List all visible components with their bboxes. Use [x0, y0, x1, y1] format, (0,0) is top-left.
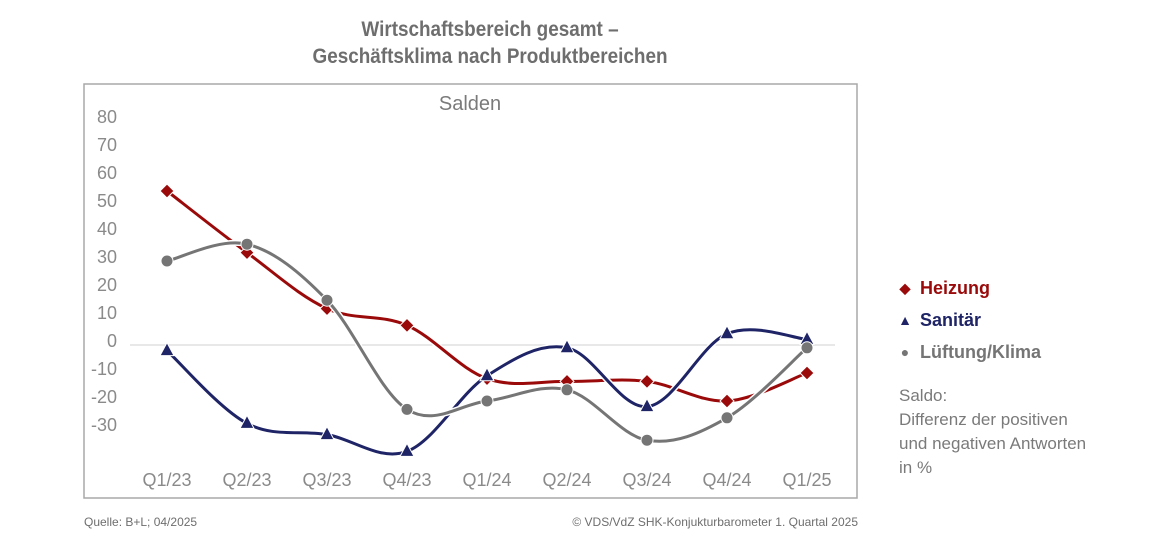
- data-point-sanit-r: [159, 341, 175, 357]
- saldo-note: Saldo: Differenz der positiven und negat…: [899, 384, 1086, 480]
- chart-title: Wirtschaftsbereich gesamt – Geschäftskli…: [211, 16, 769, 70]
- series-halo: [164, 326, 808, 457]
- note-line-1: Saldo:: [899, 386, 948, 405]
- data-point-sanit-r: [399, 442, 415, 457]
- y-tick-label: 50: [97, 191, 117, 211]
- legend-item-sanit-r: ▲ Sanitär: [896, 304, 1041, 336]
- copyright-note: © VDS/VdZ SHK-Konjukturbarometer 1. Quar…: [572, 515, 858, 529]
- legend-marker-icon: ▲: [898, 312, 912, 328]
- x-axis-ticks: Q1/23 Q2/23 Q3/23 Q4/23 Q1/24 Q2/24 Q3/24 Q4/24…: [142, 470, 831, 490]
- legend-label: Sanitär: [920, 310, 982, 330]
- y-tick-label: -30: [91, 415, 117, 435]
- y-tick-label: -10: [91, 359, 117, 379]
- plot-frame: [83, 83, 858, 499]
- legend-label: Heizung: [920, 278, 990, 298]
- data-point-sanit-r: [239, 414, 255, 429]
- x-tick-label: Q2/23: [222, 470, 271, 490]
- data-point-sanit-r: [319, 425, 335, 441]
- source-note: Quelle: B+L; 04/2025: [84, 515, 198, 529]
- x-tick-label: Q4/23: [382, 470, 431, 490]
- legend-item-heizung: ◆ Heizung: [896, 272, 1041, 304]
- data-point-l-ftung-klima: [240, 237, 254, 251]
- y-tick-label: 60: [97, 163, 117, 183]
- y-tick-label: 30: [97, 247, 117, 267]
- y-tick-label: 80: [97, 107, 117, 127]
- data-point-heizung: [719, 393, 735, 409]
- y-tick-label: 70: [97, 135, 117, 155]
- plot-subtitle: Salden: [439, 93, 501, 115]
- data-point-l-ftung-klima: [800, 341, 814, 355]
- chart-title-line-2: Geschäftsklima nach Produktbereichen: [312, 45, 668, 68]
- x-tick-label: Q1/23: [142, 470, 191, 490]
- x-tick-label: Q3/23: [302, 470, 351, 490]
- data-point-sanit-r: [719, 324, 735, 340]
- data-point-sanit-r: [559, 338, 575, 354]
- x-tick-label: Q1/25: [782, 470, 831, 490]
- data-point-heizung: [159, 183, 175, 199]
- note-line-3: und negativen Antworten: [899, 434, 1087, 453]
- series-group: [159, 183, 815, 457]
- chart-title-line-1: Wirtschaftsbereich gesamt –: [361, 18, 619, 41]
- data-point-l-ftung-klima: [720, 411, 734, 425]
- y-tick-label: -20: [91, 387, 117, 407]
- y-tick-label: 10: [97, 303, 117, 323]
- data-point-l-ftung-klima: [640, 433, 654, 447]
- y-axis-ticks: 80 70 60 50 40 30 20 10 0 -10 -20 -30: [91, 107, 117, 435]
- note-line-2: Differenz der positiven: [899, 410, 1068, 429]
- legend-item-l-ftung-klima: ● Lüftung/Klima: [896, 336, 1041, 368]
- data-point-heizung: [399, 317, 415, 334]
- x-tick-label: Q4/24: [702, 470, 751, 490]
- x-tick-label: Q3/24: [622, 470, 671, 490]
- data-point-heizung: [799, 365, 815, 381]
- data-point-l-ftung-klima: [560, 383, 574, 397]
- legend-marker-icon: ◆: [899, 280, 911, 296]
- legend-marker-icon: ●: [900, 344, 910, 360]
- legend-label: Lüftung/Klima: [920, 342, 1041, 362]
- data-point-l-ftung-klima: [400, 402, 414, 416]
- data-point-l-ftung-klima: [480, 394, 494, 408]
- y-tick-label: 20: [97, 275, 117, 295]
- x-tick-label: Q2/24: [542, 470, 591, 490]
- y-tick-label: 40: [97, 219, 117, 239]
- data-point-l-ftung-klima: [320, 293, 334, 307]
- series-l-ftung-klima: [160, 237, 814, 447]
- y-tick-label: 0: [107, 331, 117, 351]
- data-point-sanit-r: [479, 366, 495, 382]
- data-point-heizung: [639, 373, 655, 390]
- series-sanit-r: [159, 324, 815, 457]
- legend: ◆ Heizung ▲ Sanitär ● Lüftung/Klima: [896, 272, 1041, 368]
- x-tick-label: Q1/24: [462, 470, 511, 490]
- data-point-sanit-r: [639, 397, 655, 413]
- note-line-4: in %: [899, 458, 933, 477]
- data-point-l-ftung-klima: [160, 254, 174, 268]
